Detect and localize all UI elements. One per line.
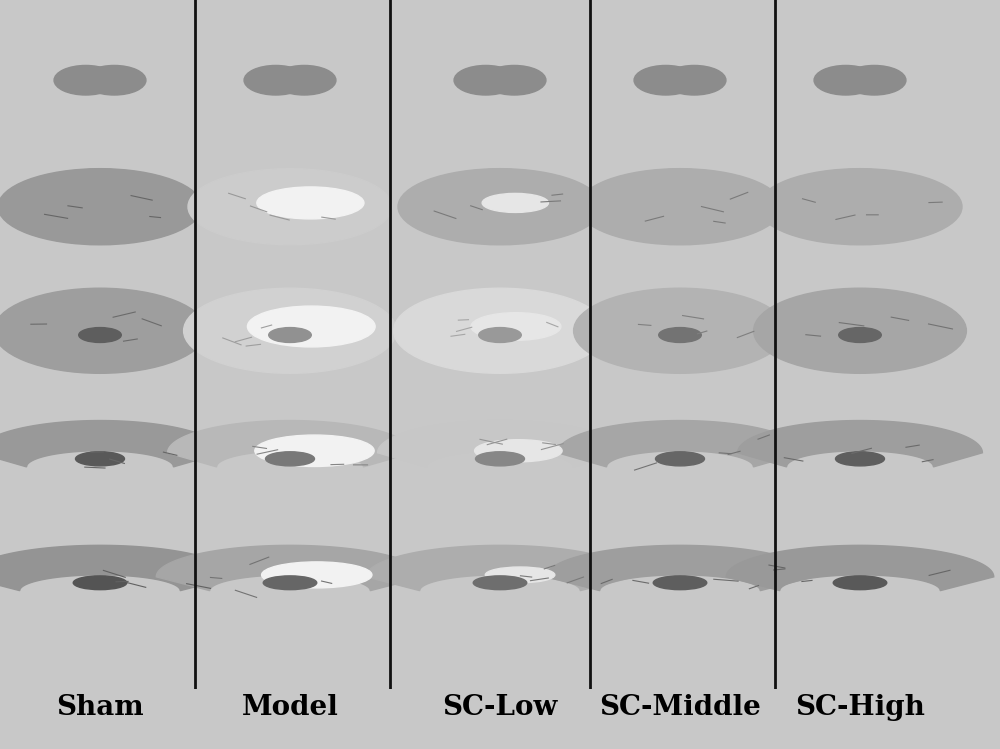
Text: SC-Low: SC-Low: [442, 694, 558, 721]
Ellipse shape: [184, 288, 396, 373]
Ellipse shape: [262, 562, 372, 588]
Ellipse shape: [659, 327, 701, 342]
Ellipse shape: [833, 576, 887, 589]
Ellipse shape: [0, 288, 206, 373]
Ellipse shape: [634, 65, 697, 95]
Text: SC-High: SC-High: [795, 694, 925, 721]
Ellipse shape: [273, 65, 336, 95]
Ellipse shape: [471, 312, 561, 340]
Text: Model: Model: [242, 694, 338, 721]
Ellipse shape: [663, 65, 726, 95]
Ellipse shape: [394, 288, 606, 373]
Ellipse shape: [839, 327, 881, 342]
Ellipse shape: [263, 576, 317, 589]
Polygon shape: [546, 545, 814, 591]
Ellipse shape: [244, 65, 307, 95]
Ellipse shape: [73, 576, 127, 589]
Ellipse shape: [483, 65, 546, 95]
Polygon shape: [156, 545, 424, 591]
Polygon shape: [558, 420, 802, 467]
Ellipse shape: [76, 452, 124, 466]
Ellipse shape: [574, 288, 786, 373]
Polygon shape: [0, 545, 234, 591]
Ellipse shape: [79, 327, 121, 342]
Ellipse shape: [653, 576, 707, 589]
Ellipse shape: [843, 65, 906, 95]
Ellipse shape: [754, 288, 966, 373]
Ellipse shape: [83, 65, 146, 95]
Polygon shape: [726, 545, 994, 591]
Ellipse shape: [188, 169, 392, 245]
Polygon shape: [738, 420, 982, 467]
Polygon shape: [366, 545, 634, 591]
Ellipse shape: [257, 187, 364, 219]
Ellipse shape: [475, 440, 562, 462]
Ellipse shape: [485, 567, 555, 583]
Ellipse shape: [269, 327, 311, 342]
Polygon shape: [168, 420, 412, 467]
Ellipse shape: [247, 306, 375, 347]
Ellipse shape: [758, 169, 962, 245]
Ellipse shape: [836, 452, 884, 466]
Ellipse shape: [454, 65, 517, 95]
Ellipse shape: [656, 452, 704, 466]
Ellipse shape: [482, 193, 548, 213]
Ellipse shape: [814, 65, 877, 95]
Text: SC-Middle: SC-Middle: [599, 694, 761, 721]
Ellipse shape: [0, 169, 202, 245]
Ellipse shape: [479, 327, 521, 342]
Polygon shape: [0, 420, 222, 467]
Ellipse shape: [578, 169, 782, 245]
Polygon shape: [378, 420, 622, 467]
Ellipse shape: [398, 169, 602, 245]
Ellipse shape: [266, 452, 314, 466]
Ellipse shape: [473, 576, 527, 589]
Ellipse shape: [255, 435, 374, 467]
Ellipse shape: [476, 452, 524, 466]
Ellipse shape: [54, 65, 117, 95]
Text: Sham: Sham: [56, 694, 144, 721]
